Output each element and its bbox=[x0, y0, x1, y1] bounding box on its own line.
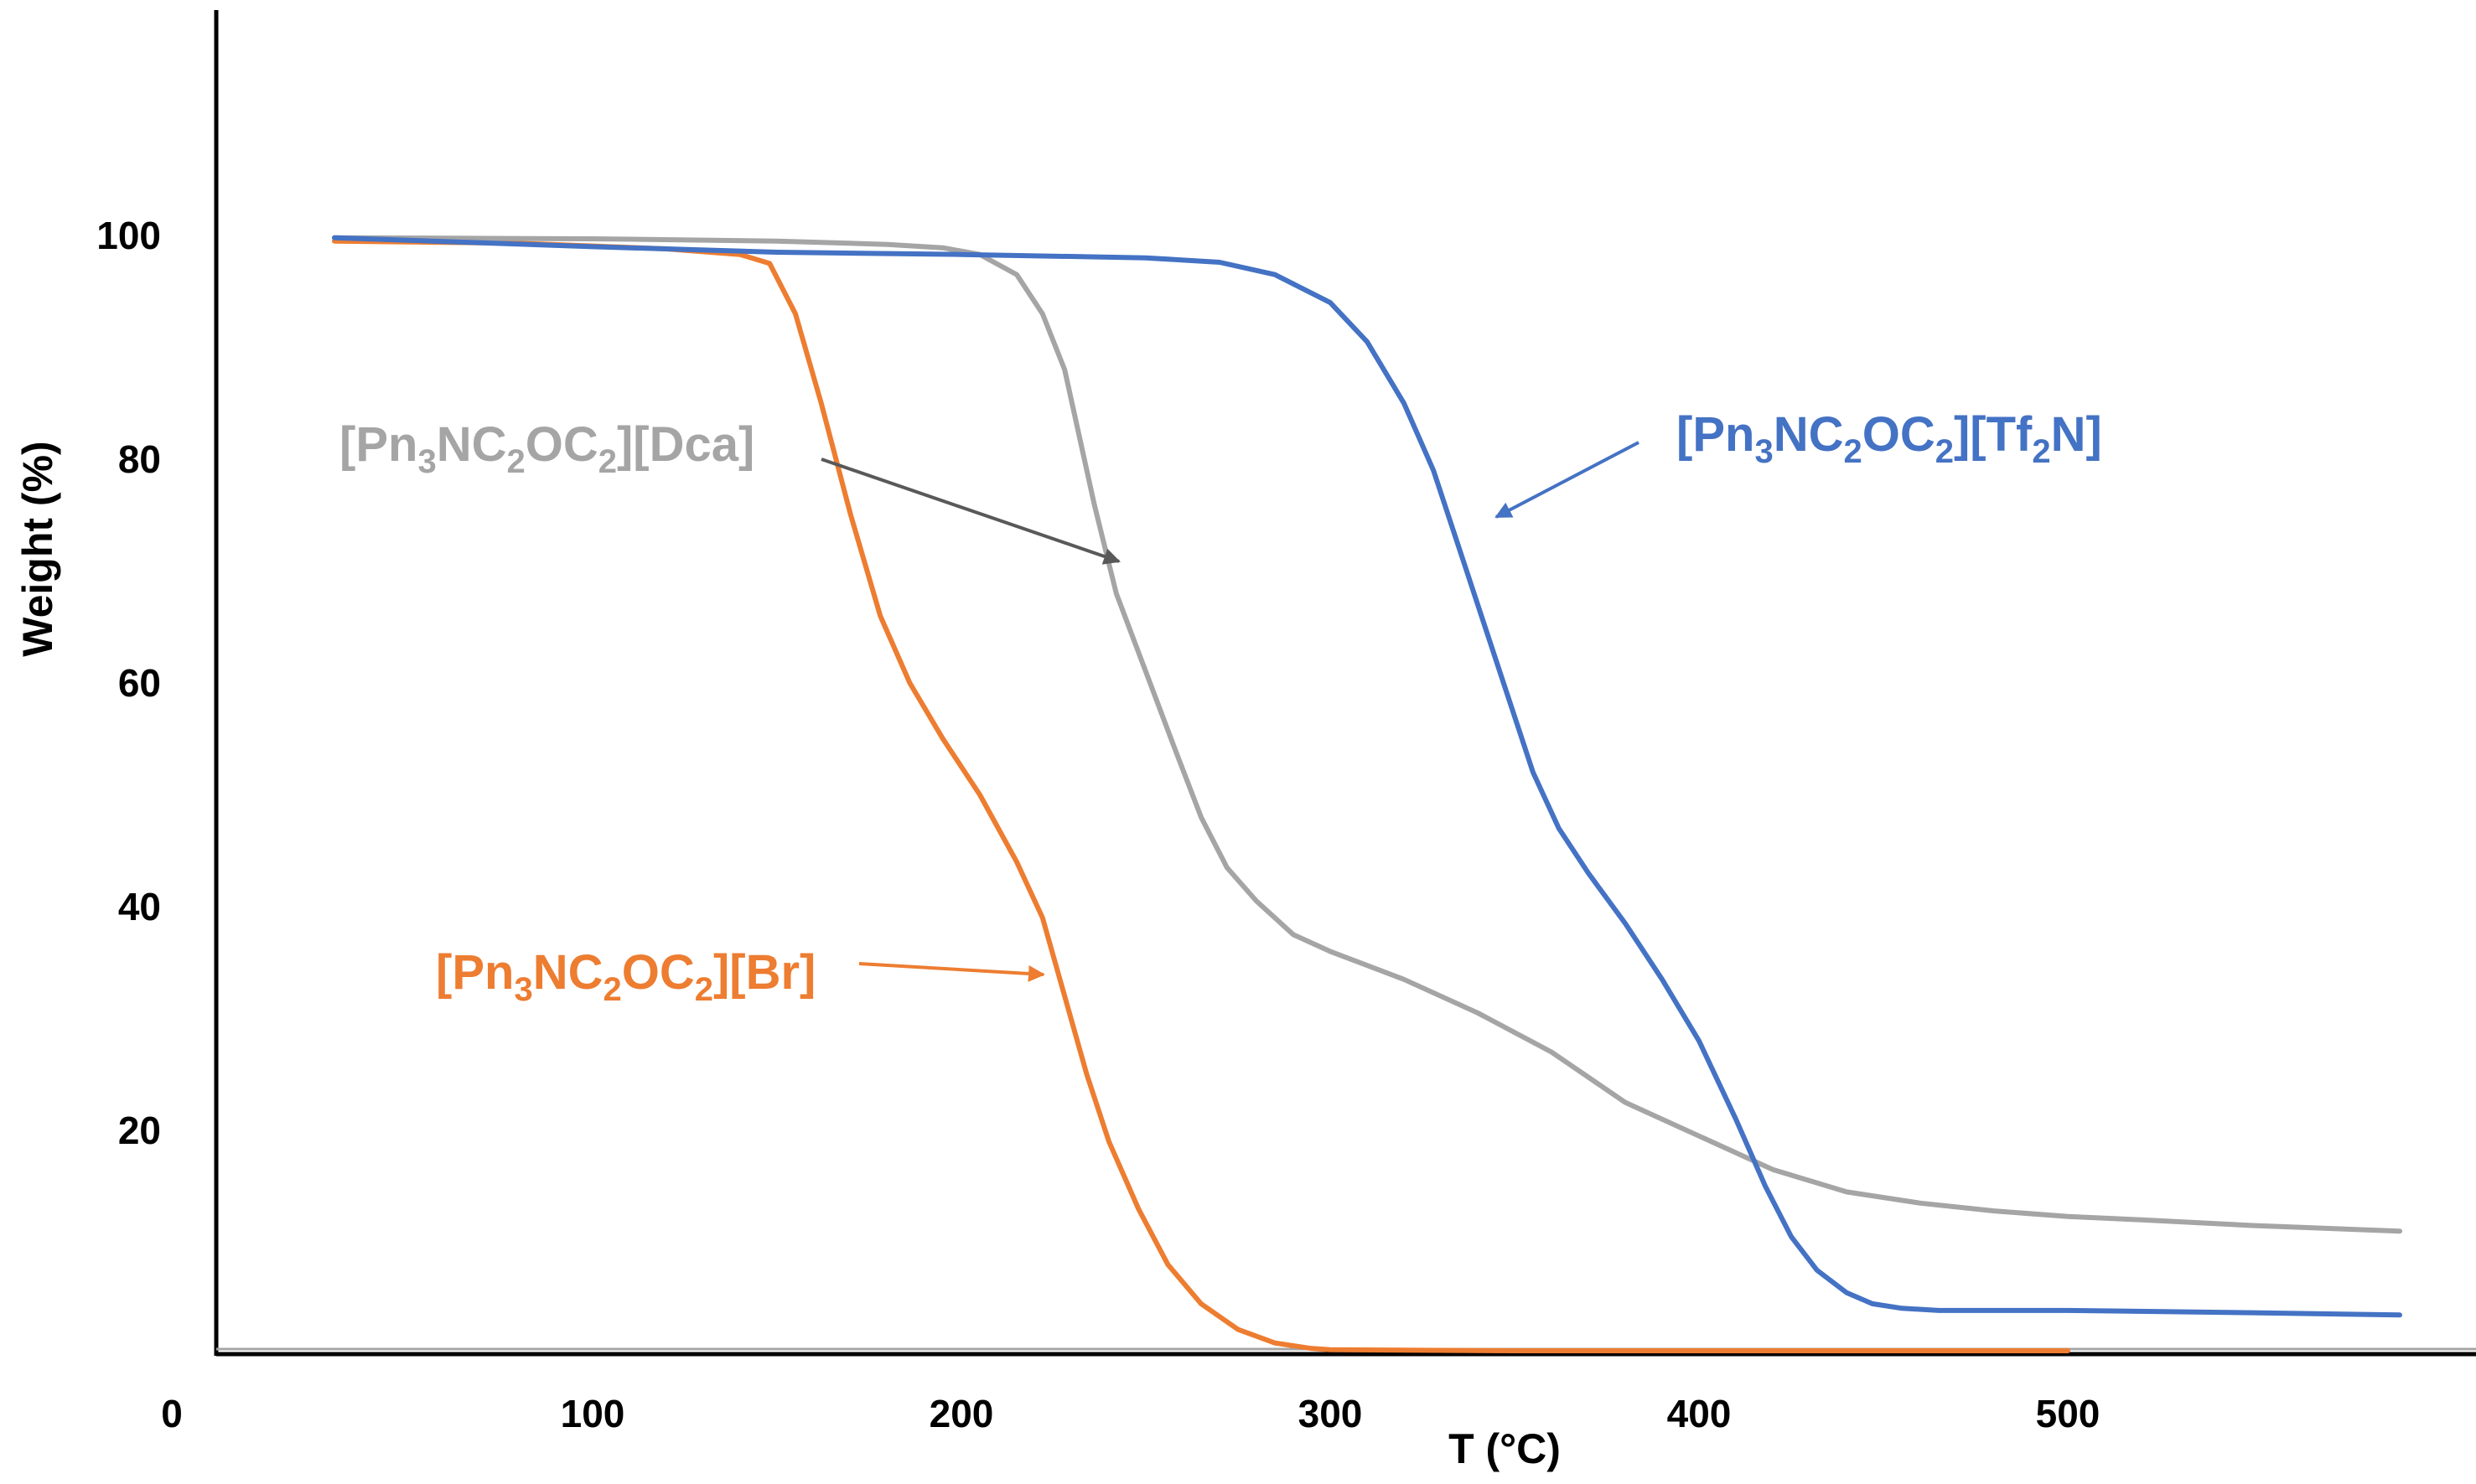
series-line-2 bbox=[332, 235, 2402, 1318]
axes bbox=[214, 10, 2476, 1357]
y-tick-label: 100 bbox=[96, 214, 161, 257]
series-arrow-0 bbox=[858, 962, 1045, 982]
x-tick-label: 0 bbox=[161, 1392, 183, 1435]
x-axis-title: T (°C) bbox=[1448, 1425, 1561, 1472]
series-line-0 bbox=[332, 238, 2070, 1353]
series-arrow-1 bbox=[821, 458, 1121, 565]
series-lines bbox=[332, 235, 2402, 1353]
x-tick-label: 500 bbox=[2036, 1392, 2100, 1435]
series-arrow-2 bbox=[1494, 441, 1639, 519]
x-tick-label: 200 bbox=[930, 1392, 994, 1435]
y-tick-label: 80 bbox=[118, 437, 161, 481]
y-tick-label: 20 bbox=[118, 1109, 161, 1152]
y-axis-title: Weight (%) bbox=[14, 441, 61, 656]
series-label-0: [Pn3NC2OC2][Br] bbox=[436, 945, 816, 1008]
x-tick-label: 100 bbox=[561, 1392, 625, 1435]
x-tick-label: 400 bbox=[1667, 1392, 1732, 1435]
series-line-1 bbox=[332, 235, 2402, 1234]
annotations: [Pn3NC2OC2][Br] [Pn3NC2OC2][Dca] [Pn3NC2OC… bbox=[339, 407, 2102, 1008]
y-tick-label: 60 bbox=[118, 661, 161, 705]
tick-labels: 0 100 200 300 400 500 20 40 60 80 100 bbox=[96, 214, 2100, 1435]
x-tick-label: 300 bbox=[1298, 1392, 1363, 1435]
series-label-2: [Pn3NC2OC2][Tf2N] bbox=[1676, 407, 2102, 470]
y-tick-label: 40 bbox=[118, 885, 161, 928]
series-label-1: [Pn3NC2OC2][Dca] bbox=[339, 417, 754, 480]
